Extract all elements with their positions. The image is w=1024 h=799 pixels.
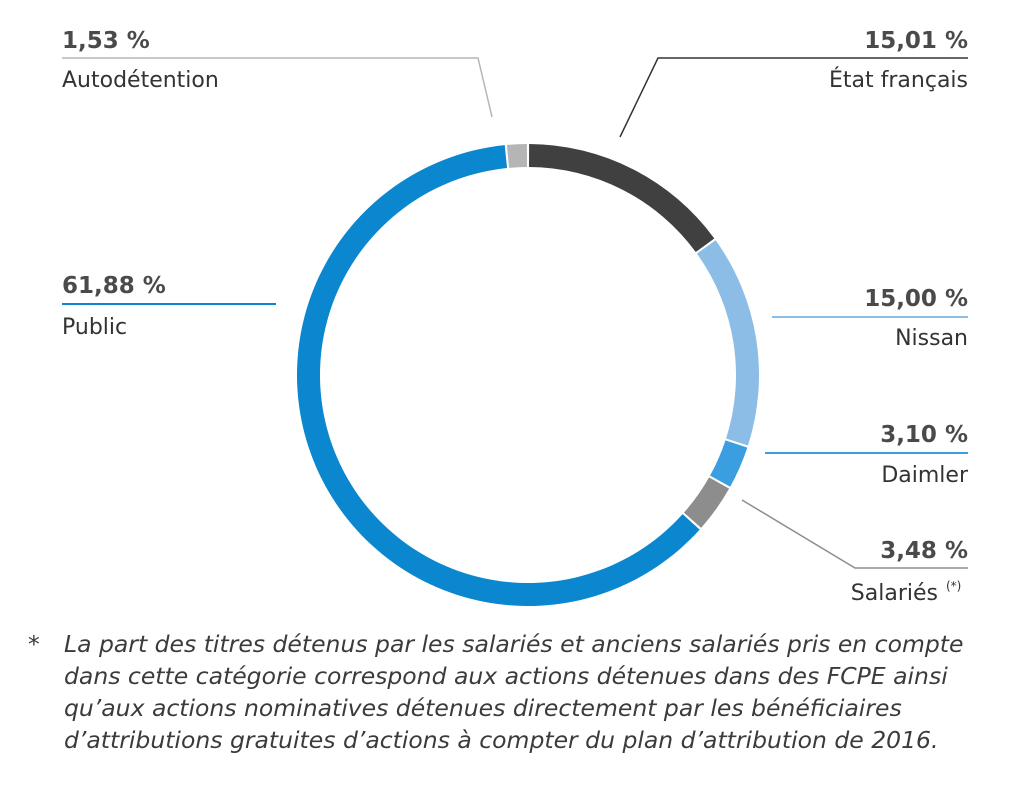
value-label-daimler: 3,10 %	[880, 422, 968, 448]
value-label-nissan: 15,00 %	[864, 286, 968, 312]
footnote-marker: *	[28, 630, 40, 658]
annotation-daimler: 3,10 % Daimler	[765, 422, 969, 488]
annotation-public: 61,88 % Public	[62, 273, 276, 340]
value-label-autodetention: 1,53 %	[62, 28, 150, 54]
category-label-daimler: Daimler	[881, 463, 969, 488]
slice-public	[296, 145, 700, 606]
footnote-text: La part des titres détenus par les salar…	[64, 630, 964, 754]
annotation-nissan: 15,00 % Nissan	[772, 286, 968, 351]
category-label-salaries: Salariés	[851, 581, 938, 606]
annotation-autodetention: 1,53 % Autodétention	[62, 28, 493, 118]
category-label-public: Public	[62, 315, 127, 340]
slice-etat-francais	[528, 144, 715, 253]
category-label-etat-francais: État français	[829, 67, 968, 93]
salaries-footnote-marker: (*)	[946, 579, 961, 593]
leader-line-autodetention	[62, 57, 493, 118]
annotation-salaries: 3,48 % Salariés (*)	[741, 499, 968, 606]
leader-line-etat-francais	[619, 57, 968, 138]
category-label-autodetention: Autodétention	[62, 68, 219, 93]
annotation-etat-francais: 15,01 % État français	[619, 28, 968, 138]
value-label-etat-francais: 15,01 %	[864, 28, 968, 54]
category-label-nissan: Nissan	[895, 326, 968, 351]
slice-autodetention	[506, 144, 528, 168]
donut-chart: 15,01 % État français 15,00 % Nissan 3,1…	[62, 28, 969, 606]
value-label-public: 61,88 %	[62, 273, 166, 299]
leader-line-salaries	[741, 499, 968, 569]
slice-nissan	[696, 240, 759, 446]
slice-salaries	[683, 477, 730, 528]
value-label-salaries: 3,48 %	[880, 538, 968, 564]
donut-slices	[296, 144, 759, 606]
footnote: * La part des titres détenus par les sal…	[28, 628, 998, 756]
slice-daimler	[710, 440, 748, 487]
